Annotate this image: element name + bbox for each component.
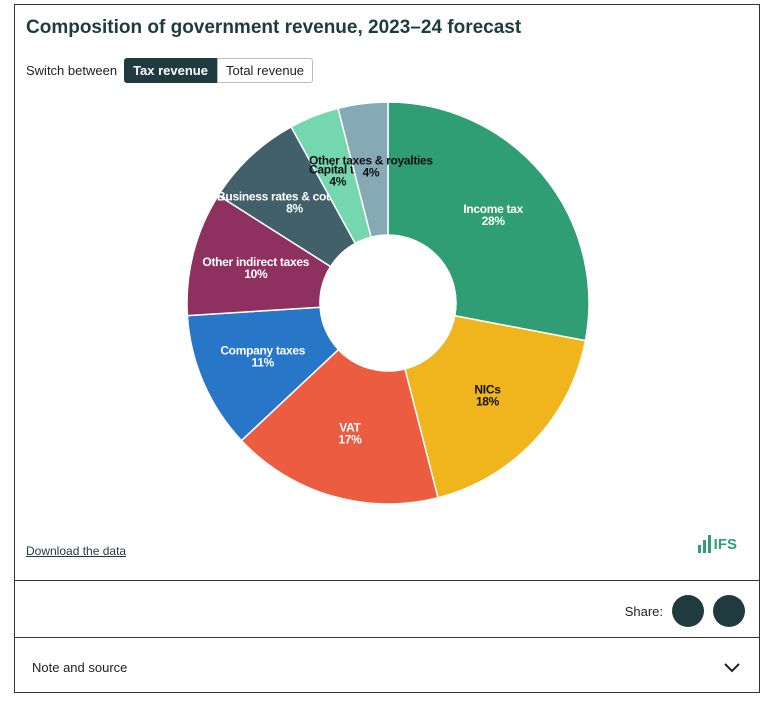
value-label: 17% (338, 432, 362, 446)
slice (186, 306, 340, 442)
value-label: 28% (482, 214, 506, 228)
facebook-button[interactable] (713, 595, 745, 627)
value-label: 11% (251, 355, 274, 369)
slice-label: Other taxes & royalties (309, 154, 433, 168)
value-label: 18% (476, 395, 500, 409)
chevron[interactable] (723, 662, 741, 674)
note-toggle[interactable]: Note and source (32, 660, 128, 675)
slice (240, 348, 439, 505)
share: Share: (625, 595, 745, 627)
twitter-button[interactable] (672, 595, 704, 627)
slice-label: NICs (474, 383, 501, 397)
slice (387, 101, 590, 342)
value-label: 4% (329, 174, 346, 188)
share-label: Share: (624, 603, 663, 619)
slice-label: Other indirect taxes (202, 255, 309, 269)
value-label: 10% (244, 267, 268, 281)
value-label: 8% (286, 202, 303, 216)
logo-text: IFS (713, 536, 737, 553)
slice-label: Company taxes (220, 343, 305, 357)
divider (15, 580, 759, 581)
logo-bars (697, 535, 711, 553)
divider (15, 637, 759, 638)
slice (337, 101, 389, 239)
slice-label: VAT (339, 420, 361, 434)
card: Composition of government revenue, 2023–… (14, 4, 760, 693)
logo: IFS (697, 535, 737, 553)
switch-label: Switch between (26, 63, 118, 78)
value-label: 4% (363, 166, 380, 180)
toggle-button[interactable]: Total revenue (216, 58, 314, 83)
slice-label: Income tax (463, 202, 523, 216)
download-link[interactable]: Download the data (26, 544, 127, 558)
switch: Switch between Tax revenue Total revenue (26, 58, 314, 83)
toggle-button[interactable]: Tax revenue (124, 58, 217, 83)
chart-title: Composition of government revenue, 2023–… (26, 17, 522, 38)
slice (403, 314, 587, 499)
